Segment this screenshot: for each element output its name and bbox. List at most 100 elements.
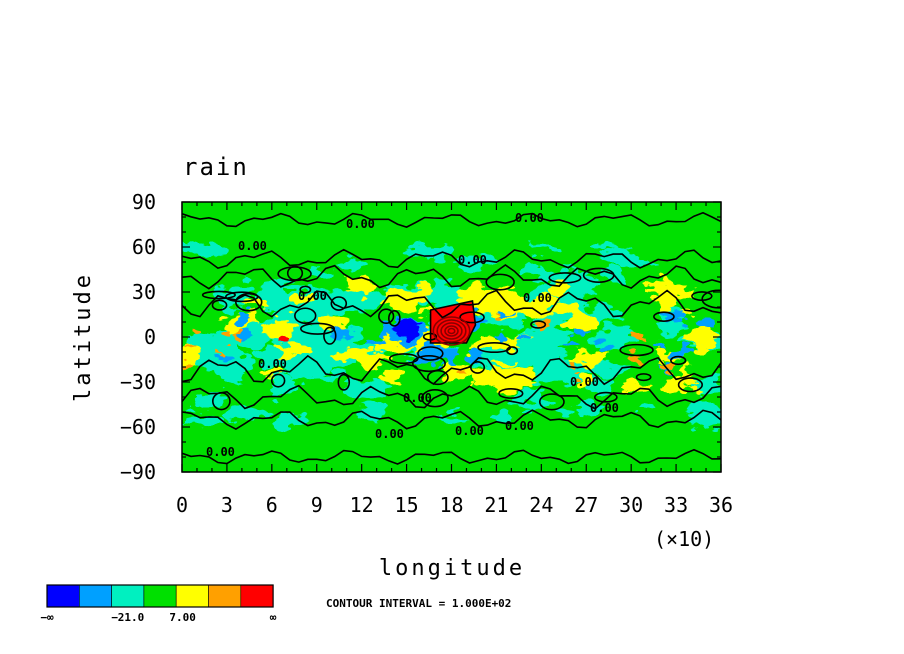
cyan-patch — [574, 403, 606, 413]
orange-patch — [634, 334, 648, 341]
contour-label: 0.00 — [505, 419, 534, 433]
contour-label: 0.00 — [258, 357, 287, 371]
chart-title: rain — [183, 153, 249, 181]
contour-line — [182, 211, 721, 228]
cyan-patch — [453, 255, 496, 270]
contour-line — [182, 354, 721, 386]
closed-contour — [337, 373, 351, 391]
y-tick-label: 60 — [132, 235, 156, 259]
cyan-patch — [604, 265, 628, 285]
closed-contour — [538, 393, 565, 411]
contour-label: 0.00 — [238, 239, 267, 253]
yellow-patch — [554, 307, 572, 319]
lightblue-patch — [652, 341, 665, 349]
cyan-patch — [184, 415, 227, 427]
orange-patch — [455, 369, 468, 375]
closed-contour — [701, 289, 721, 309]
orange-patch — [630, 356, 642, 366]
colorbar-swatch — [111, 584, 145, 608]
maximum-ring — [444, 325, 459, 337]
contour-label: 0.00 — [375, 427, 404, 441]
x-tick-label: 24 — [529, 493, 553, 517]
contour-interval-note: CONTOUR INTERVAL = 1.000E+02 — [326, 597, 511, 610]
maximum-ring — [447, 327, 456, 335]
yellow-patch — [353, 351, 393, 367]
cyan-patch — [696, 414, 721, 426]
y-tick-label: 30 — [132, 280, 156, 304]
closed-contour — [388, 353, 419, 365]
contour-label: 0.00 — [570, 375, 599, 389]
yellow-patch — [664, 374, 697, 393]
colorbar — [46, 584, 274, 608]
yellow-patch — [620, 384, 650, 391]
colorbar-frame — [46, 584, 274, 608]
x-tick-label: 9 — [311, 493, 323, 517]
contour-label: 0.00 — [298, 289, 327, 303]
contour-label: 0.00 — [206, 445, 235, 459]
cyan-patch — [182, 240, 206, 256]
orange-patch — [190, 325, 202, 336]
y-tick-label: 90 — [132, 190, 156, 214]
yellow-patch — [344, 277, 373, 297]
closed-contour — [593, 391, 618, 403]
contour-label: 0.00 — [458, 253, 487, 267]
cyan-patch — [526, 245, 558, 255]
red-spot — [278, 333, 289, 341]
cyan-patch — [553, 404, 571, 415]
yellow-patch — [681, 327, 717, 345]
orange-patch — [492, 311, 501, 321]
cyan-patch — [360, 404, 391, 419]
yellow-patch — [663, 284, 683, 302]
y-tick-labels: 90 60 30 0 −30 −60 −90 — [120, 190, 156, 484]
cyan-patch — [329, 288, 384, 311]
cyan-patch — [440, 412, 467, 425]
x-tick-label: 30 — [619, 493, 643, 517]
yellow-region — [504, 302, 549, 318]
cyan-patch — [189, 389, 223, 410]
x-tick-label: 6 — [266, 493, 278, 517]
closed-contour — [422, 332, 438, 341]
orange-patch — [234, 329, 241, 342]
cyan-patch — [335, 259, 366, 269]
rain-field — [182, 202, 721, 472]
yellow-patch — [576, 352, 610, 360]
yellow-patch — [277, 341, 310, 355]
y-axis-label: latitude — [71, 272, 96, 402]
closed-contour — [470, 361, 486, 374]
closed-contour — [619, 343, 654, 357]
y-tick-label: 0 — [144, 325, 156, 349]
blue-region — [393, 320, 420, 336]
orange-patch — [220, 348, 227, 360]
cyan-patch — [224, 407, 266, 421]
colorbar-swatch — [79, 584, 112, 608]
contour-line — [182, 289, 721, 319]
closed-contour — [498, 387, 524, 399]
x-tick-label: 27 — [574, 493, 598, 517]
x-axis-label: longitude — [379, 556, 525, 581]
colorbar-swatch — [208, 584, 242, 608]
cyan-patch — [433, 248, 450, 260]
closed-contour — [421, 389, 449, 408]
yellow-region — [471, 367, 536, 391]
x-tick-label: 18 — [439, 493, 463, 517]
x-tick-label: 3 — [221, 493, 233, 517]
closed-contour — [459, 311, 485, 324]
yellow-patch — [565, 310, 598, 329]
contour-line — [182, 384, 721, 410]
closed-contour — [323, 326, 337, 345]
colorbar-labels: −∞ −21.0 7.00 ∞ — [40, 611, 276, 624]
lightblue-patch — [561, 340, 581, 350]
x-tick-label: 12 — [350, 493, 374, 517]
x-tick-label: 15 — [395, 493, 419, 517]
orange-patch — [184, 363, 195, 370]
closed-contour — [211, 299, 228, 311]
colorbar-label: −∞ — [40, 611, 54, 624]
yellow-patch — [493, 359, 518, 366]
lightblue-patch — [596, 342, 610, 353]
lightblue-patch — [364, 337, 386, 346]
maximum-ring — [440, 322, 463, 340]
maximum-ring — [432, 316, 471, 346]
axis-ticks — [181, 201, 722, 473]
lightblue-patch — [469, 350, 482, 363]
closed-contour — [506, 346, 519, 356]
